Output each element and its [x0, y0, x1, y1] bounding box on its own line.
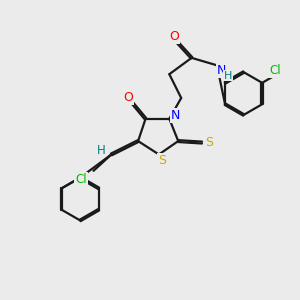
Text: Cl: Cl	[75, 173, 87, 186]
Text: Cl: Cl	[269, 64, 281, 77]
Text: S: S	[158, 154, 166, 167]
Text: S: S	[206, 136, 213, 149]
Text: H: H	[97, 143, 105, 157]
Text: N: N	[171, 109, 180, 122]
Text: H: H	[224, 71, 232, 81]
Text: O: O	[123, 92, 133, 104]
Text: O: O	[169, 30, 179, 43]
Text: N: N	[217, 64, 226, 77]
